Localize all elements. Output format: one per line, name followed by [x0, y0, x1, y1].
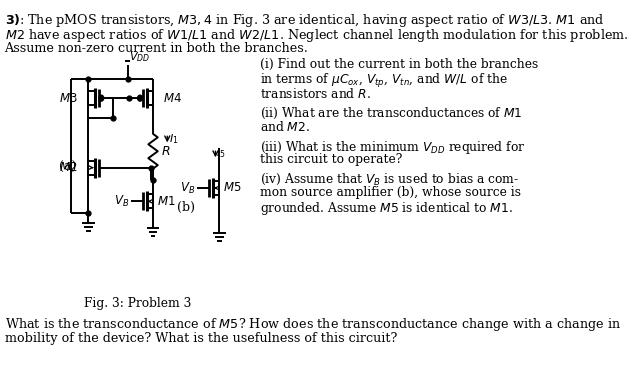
Text: $M3$: $M3$ [59, 92, 78, 105]
Text: Fig. 3: Problem 3: Fig. 3: Problem 3 [84, 297, 191, 310]
Text: $M1$: $M1$ [157, 195, 176, 208]
Text: (iii) What is the minimum $V_{DD}$ required for: (iii) What is the minimum $V_{DD}$ requi… [261, 138, 526, 155]
Text: and $M2$.: and $M2$. [261, 120, 311, 134]
Text: $M2$ have aspect ratios of $W1/L1$ and $W2/L1$. Neglect channel length modulatio: $M2$ have aspect ratios of $W1/L1$ and $… [4, 27, 628, 44]
Text: $M2$: $M2$ [59, 161, 78, 174]
Text: this circuit to operate?: this circuit to operate? [261, 153, 403, 166]
Text: (ii) What are the transconductances of $M1$: (ii) What are the transconductances of $… [261, 105, 523, 121]
Text: $V_B$: $V_B$ [180, 181, 196, 195]
Text: transistors and $R$.: transistors and $R$. [261, 87, 371, 101]
Circle shape [137, 95, 142, 101]
Text: (i) Find out the current in both the branches: (i) Find out the current in both the bra… [261, 58, 539, 71]
Text: : The pMOS transistors, $M3, 4$ in Fig. 3 are identical, having aspect ratio of : : The pMOS transistors, $M3, 4$ in Fig. … [19, 12, 604, 29]
Text: $M4$: $M4$ [164, 92, 182, 105]
Text: mon source amplifier (b), whose source is: mon source amplifier (b), whose source i… [261, 186, 521, 199]
Text: (a): (a) [59, 161, 77, 174]
Text: (b): (b) [177, 201, 195, 214]
Text: $M5$: $M5$ [223, 181, 242, 195]
Text: $V_{DD}$: $V_{DD}$ [129, 50, 151, 64]
Text: $V_B$: $V_B$ [114, 194, 129, 209]
Text: (iv) Assume that $V_B$ is used to bias a com-: (iv) Assume that $V_B$ is used to bias a… [261, 172, 520, 187]
Circle shape [99, 95, 104, 101]
Text: mobility of the device? What is the usefulness of this circuit?: mobility of the device? What is the usef… [4, 332, 397, 345]
Text: in terms of $\mu C_{ox}$, $V_{tp}$, $V_{tn}$, and $W/L$ of the: in terms of $\mu C_{ox}$, $V_{tp}$, $V_{… [261, 73, 509, 90]
Text: What is the transconductance of $M5$? How does the transconductance change with : What is the transconductance of $M5$? Ho… [4, 316, 620, 333]
Text: $\mathbf{3)}$: $\mathbf{3)}$ [4, 12, 20, 27]
Text: $R$: $R$ [161, 145, 171, 158]
Text: Assume non-zero current in both the branches.: Assume non-zero current in both the bran… [4, 42, 309, 55]
Text: $I_1$: $I_1$ [169, 132, 178, 146]
Text: $I_5$: $I_5$ [216, 147, 226, 160]
Text: grounded. Assume $M5$ is identical to $M1$.: grounded. Assume $M5$ is identical to $M… [261, 201, 514, 218]
